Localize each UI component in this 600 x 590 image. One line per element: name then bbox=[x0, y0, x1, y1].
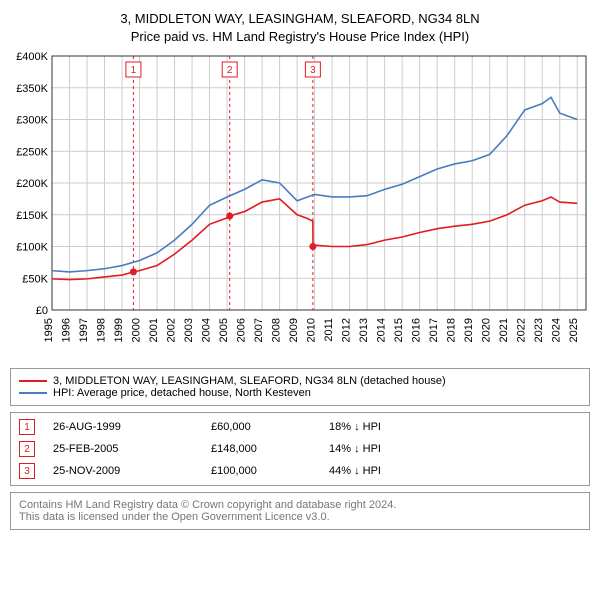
legend-label: 3, MIDDLETON WAY, LEASINGHAM, SLEAFORD, … bbox=[53, 375, 446, 387]
sale-date: 25-FEB-2005 bbox=[53, 443, 193, 455]
svg-text:2013: 2013 bbox=[358, 318, 370, 342]
sale-price: £100,000 bbox=[211, 465, 311, 477]
svg-text:1997: 1997 bbox=[78, 318, 90, 342]
svg-text:£250K: £250K bbox=[16, 147, 48, 159]
sale-row: 1 26-AUG-1999 £60,000 18% ↓ HPI bbox=[19, 419, 581, 435]
title-line-2: Price paid vs. HM Land Registry's House … bbox=[10, 28, 590, 46]
title-line-1: 3, MIDDLETON WAY, LEASINGHAM, SLEAFORD, … bbox=[10, 10, 590, 28]
svg-text:2002: 2002 bbox=[166, 318, 178, 342]
legend-swatch bbox=[19, 380, 47, 382]
footer-line-2: This data is licensed under the Open Gov… bbox=[19, 511, 581, 523]
legend-item: HPI: Average price, detached house, Nort… bbox=[19, 387, 581, 399]
svg-text:2003: 2003 bbox=[183, 318, 195, 342]
svg-text:£100K: £100K bbox=[16, 242, 48, 254]
sale-delta: 18% ↓ HPI bbox=[329, 421, 381, 433]
svg-text:£0: £0 bbox=[36, 305, 48, 317]
sale-row: 2 25-FEB-2005 £148,000 14% ↓ HPI bbox=[19, 441, 581, 457]
svg-text:2006: 2006 bbox=[236, 318, 248, 342]
svg-text:1: 1 bbox=[131, 65, 137, 76]
svg-text:2009: 2009 bbox=[288, 318, 300, 342]
svg-text:2023: 2023 bbox=[533, 318, 545, 342]
sale-price: £60,000 bbox=[211, 421, 311, 433]
sale-badge: 2 bbox=[19, 441, 35, 457]
svg-text:1995: 1995 bbox=[43, 318, 55, 342]
svg-text:2015: 2015 bbox=[393, 318, 405, 342]
legend: 3, MIDDLETON WAY, LEASINGHAM, SLEAFORD, … bbox=[10, 368, 590, 406]
svg-text:1999: 1999 bbox=[113, 318, 125, 342]
legend-item: 3, MIDDLETON WAY, LEASINGHAM, SLEAFORD, … bbox=[19, 375, 581, 387]
svg-text:2000: 2000 bbox=[131, 318, 143, 342]
sale-date: 26-AUG-1999 bbox=[53, 421, 193, 433]
svg-text:£150K: £150K bbox=[16, 210, 48, 222]
svg-text:2001: 2001 bbox=[148, 318, 160, 342]
sale-price: £148,000 bbox=[211, 443, 311, 455]
svg-text:2014: 2014 bbox=[376, 318, 388, 342]
svg-text:2024: 2024 bbox=[551, 318, 563, 342]
svg-text:2020: 2020 bbox=[481, 318, 493, 342]
svg-text:2011: 2011 bbox=[323, 318, 335, 342]
svg-text:2: 2 bbox=[227, 65, 233, 76]
svg-text:2008: 2008 bbox=[271, 318, 283, 342]
sale-date: 25-NOV-2009 bbox=[53, 465, 193, 477]
sale-badge: 3 bbox=[19, 463, 35, 479]
svg-text:2019: 2019 bbox=[463, 318, 475, 342]
svg-text:2017: 2017 bbox=[428, 318, 440, 342]
svg-text:2016: 2016 bbox=[411, 318, 423, 342]
sales-table: 1 26-AUG-1999 £60,000 18% ↓ HPI 2 25-FEB-2005… bbox=[10, 412, 590, 486]
svg-text:1998: 1998 bbox=[96, 318, 108, 342]
footer: Contains HM Land Registry data © Crown c… bbox=[10, 492, 590, 530]
svg-text:2004: 2004 bbox=[201, 318, 213, 342]
svg-text:2018: 2018 bbox=[446, 318, 458, 342]
svg-text:2007: 2007 bbox=[253, 318, 265, 342]
svg-text:2012: 2012 bbox=[341, 318, 353, 342]
svg-text:£350K: £350K bbox=[16, 83, 48, 95]
sale-delta: 44% ↓ HPI bbox=[329, 465, 381, 477]
svg-text:2022: 2022 bbox=[516, 318, 528, 342]
legend-label: HPI: Average price, detached house, Nort… bbox=[53, 387, 311, 399]
svg-text:£400K: £400K bbox=[16, 52, 48, 63]
svg-text:£200K: £200K bbox=[16, 178, 48, 190]
svg-text:3: 3 bbox=[310, 65, 316, 76]
sale-badge: 1 bbox=[19, 419, 35, 435]
svg-text:2021: 2021 bbox=[498, 318, 510, 342]
footer-line-1: Contains HM Land Registry data © Crown c… bbox=[19, 499, 581, 511]
sale-delta: 14% ↓ HPI bbox=[329, 443, 381, 455]
svg-text:2005: 2005 bbox=[218, 318, 230, 342]
svg-text:2010: 2010 bbox=[306, 318, 318, 342]
legend-swatch bbox=[19, 392, 47, 394]
chart: £0 £50K £100K £150K £200K £250K £300K £350K £400… bbox=[10, 52, 590, 362]
svg-text:£50K: £50K bbox=[22, 274, 48, 286]
svg-text:2025: 2025 bbox=[568, 318, 580, 342]
svg-text:£300K: £300K bbox=[16, 115, 48, 127]
svg-text:1996: 1996 bbox=[61, 318, 73, 342]
chart-titles: 3, MIDDLETON WAY, LEASINGHAM, SLEAFORD, … bbox=[10, 10, 590, 46]
sale-row: 3 25-NOV-2009 £100,000 44% ↓ HPI bbox=[19, 463, 581, 479]
